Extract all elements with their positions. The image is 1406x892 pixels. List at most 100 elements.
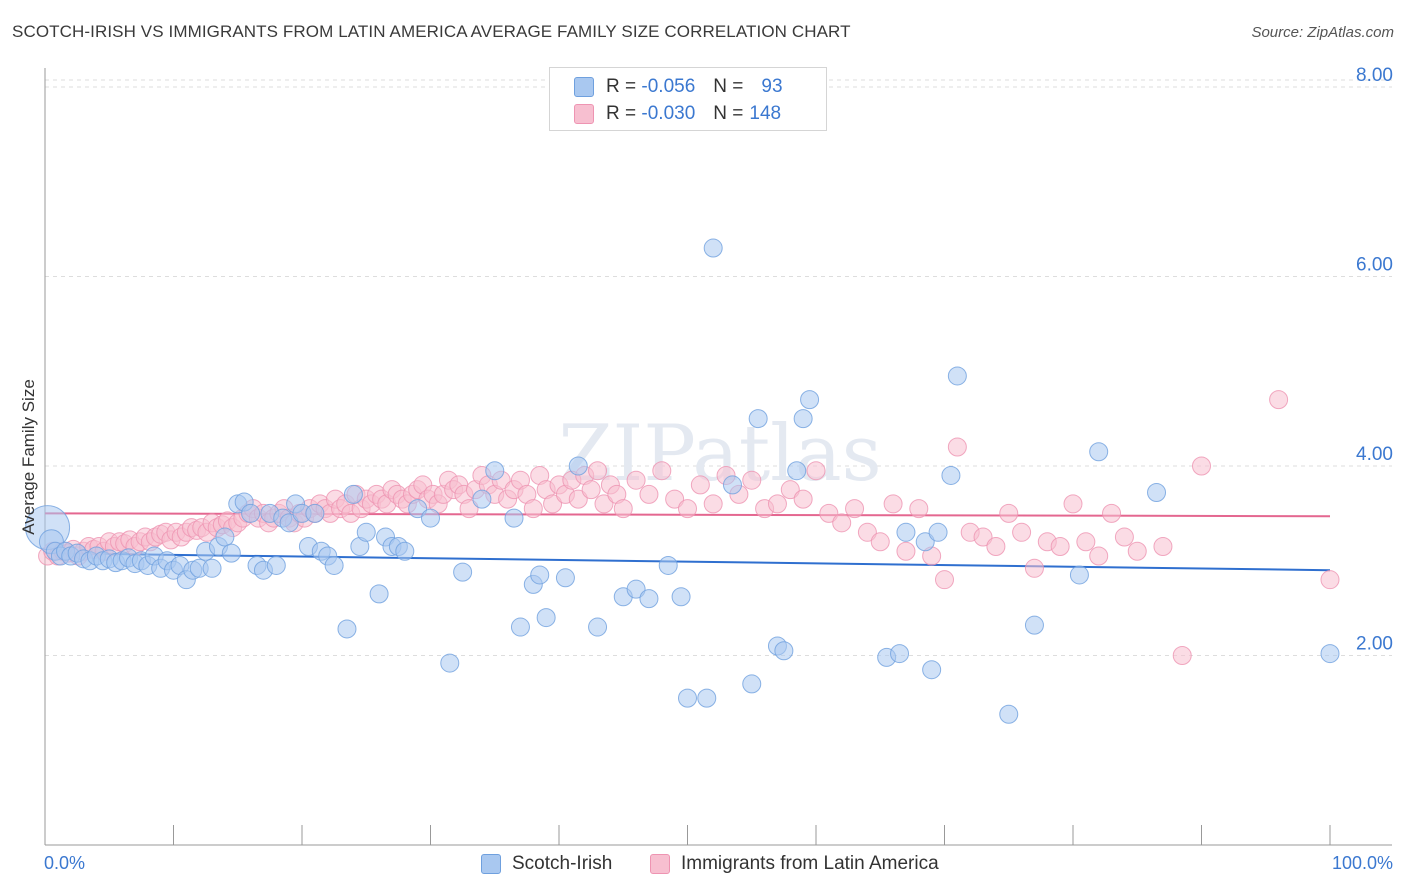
latin-america-point bbox=[1127, 541, 1147, 561]
data-points bbox=[25, 238, 1340, 724]
latin-america-point bbox=[935, 570, 954, 590]
latin-america-point bbox=[1089, 546, 1109, 566]
latin-america-point bbox=[1269, 390, 1289, 410]
scotch-irish-point bbox=[588, 617, 608, 637]
scotch-irish-point bbox=[922, 660, 942, 680]
latin-america-point bbox=[947, 437, 967, 457]
latin-america-point bbox=[1063, 494, 1083, 514]
n-value: 148 bbox=[749, 103, 782, 124]
latin-america-point bbox=[690, 475, 710, 495]
scotch-irish-point bbox=[266, 555, 286, 575]
scotch-irish-point bbox=[241, 503, 261, 523]
latin-america-point bbox=[806, 461, 826, 481]
scotch-irish-point bbox=[658, 555, 678, 575]
latin-america-point bbox=[523, 499, 543, 519]
latin-america-point bbox=[1050, 537, 1070, 557]
y-tick-label: 8.00 bbox=[1356, 65, 1393, 86]
n-label: N = bbox=[713, 103, 744, 124]
scotch-irish-point bbox=[941, 465, 961, 485]
series-swatch-pink bbox=[650, 854, 670, 874]
axes bbox=[44, 68, 1392, 846]
series-name: Scotch-Irish bbox=[512, 853, 613, 874]
scotch-irish-point bbox=[536, 608, 556, 628]
latin-america-point bbox=[1114, 527, 1134, 547]
latin-america-point bbox=[999, 503, 1019, 523]
latin-america-point bbox=[1012, 522, 1032, 542]
scotch-irish-point bbox=[697, 688, 717, 708]
scotch-irish-point bbox=[671, 587, 691, 607]
scotch-irish-point bbox=[742, 674, 762, 694]
scotch-irish-point bbox=[915, 532, 935, 552]
latin-america-point bbox=[1320, 570, 1340, 590]
scotch-irish-point bbox=[890, 644, 910, 664]
scotch-irish-point bbox=[485, 461, 505, 481]
scotch-irish-point bbox=[1147, 483, 1167, 503]
source-label: Source: ZipAtlas.com bbox=[1251, 24, 1394, 41]
latin-america-point bbox=[543, 494, 563, 514]
scotch-irish-point bbox=[928, 522, 948, 542]
scotch-irish-point bbox=[1089, 442, 1109, 462]
r-value: -0.056 bbox=[641, 76, 696, 97]
latin-america-point bbox=[588, 461, 608, 481]
y-tick-label: 2.00 bbox=[1356, 633, 1393, 654]
latin-america-point bbox=[832, 513, 852, 533]
legend-swatch-pink bbox=[574, 104, 594, 124]
y-tick-label: 4.00 bbox=[1356, 444, 1393, 465]
latin-america-point bbox=[870, 532, 890, 552]
latin-america-point bbox=[793, 489, 813, 509]
latin-america-point bbox=[1153, 537, 1173, 557]
legend-swatch-blue bbox=[574, 77, 594, 97]
r-label: R = bbox=[606, 103, 637, 124]
scotch-irish-point bbox=[453, 562, 473, 582]
scotch-irish-point bbox=[1024, 615, 1044, 635]
scotch-irish-point bbox=[793, 409, 813, 429]
scotch-irish-trend-line bbox=[44, 552, 1331, 572]
latin-america-point bbox=[742, 470, 762, 490]
series-legend-scotch-irish: Scotch-Irish bbox=[481, 851, 612, 877]
scotch-irish-point bbox=[626, 579, 646, 599]
scotch-irish-point bbox=[639, 589, 659, 609]
scotch-irish-point bbox=[215, 527, 235, 547]
latin-america-point bbox=[678, 499, 697, 519]
scotch-irish-point bbox=[999, 704, 1019, 724]
latin-america-point bbox=[581, 480, 601, 500]
x-tick-label: 100.0% bbox=[1332, 853, 1393, 873]
latin-america-point bbox=[1102, 503, 1122, 523]
scotch-irish-point bbox=[324, 555, 344, 575]
latin-america-point bbox=[665, 489, 685, 509]
latin-america-point bbox=[909, 499, 929, 519]
x-tick-label: 0.0% bbox=[44, 853, 85, 873]
scotch-irish-point bbox=[722, 475, 742, 495]
r-label: R = bbox=[606, 76, 637, 97]
scotch-irish-point bbox=[202, 558, 222, 578]
scotch-irish-point bbox=[337, 619, 357, 639]
scotch-irish-point bbox=[568, 456, 588, 476]
latin-america-point bbox=[1076, 532, 1096, 552]
latin-america-point bbox=[652, 461, 672, 481]
series-legend-latin-america: Immigrants from Latin America bbox=[650, 851, 939, 877]
correlation-legend: R = -0.056 N = 93 R = -0.030 N = 148 bbox=[549, 67, 827, 131]
scotch-irish-point bbox=[421, 508, 440, 528]
scotch-irish-point bbox=[504, 508, 524, 528]
latin-america-point bbox=[973, 527, 993, 547]
y-axis-label: Average Family Size bbox=[19, 379, 38, 535]
chart-title: SCOTCH-IRISH VS IMMIGRANTS FROM LATIN AM… bbox=[12, 22, 851, 41]
latin-america-point bbox=[857, 522, 877, 542]
series-swatch-blue bbox=[481, 854, 501, 874]
latin-america-point bbox=[703, 494, 723, 514]
scotch-irish-point bbox=[530, 565, 550, 585]
scotch-irish-point bbox=[703, 238, 723, 258]
latin-america-point bbox=[986, 537, 1006, 557]
scotch-irish-point bbox=[221, 543, 241, 563]
latin-america-point bbox=[613, 499, 633, 519]
scotch-irish-point bbox=[305, 503, 325, 523]
scotch-irish-point bbox=[787, 461, 807, 481]
n-label: N = bbox=[713, 76, 744, 97]
latin-america-point bbox=[568, 489, 588, 509]
scotch-irish-point bbox=[748, 409, 768, 429]
latin-america-point bbox=[780, 480, 800, 500]
scotch-irish-point bbox=[369, 584, 389, 604]
latin-america-point bbox=[1172, 645, 1192, 665]
scotch-irish-point bbox=[1320, 644, 1340, 664]
